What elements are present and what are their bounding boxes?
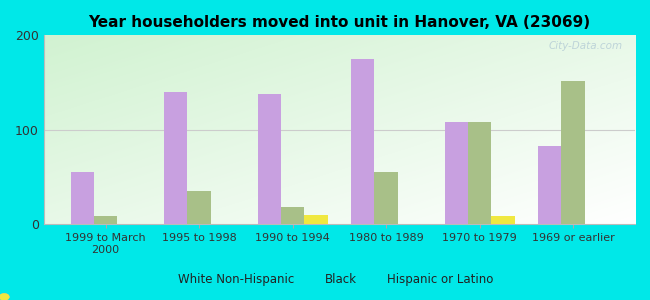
Legend: White Non-Hispanic, Black, Hispanic or Latino: White Non-Hispanic, Black, Hispanic or L… <box>151 269 499 291</box>
Bar <box>468 122 491 224</box>
Bar <box>187 191 211 224</box>
Bar <box>94 216 118 224</box>
Text: City-Data.com: City-Data.com <box>549 41 623 51</box>
Bar <box>491 216 515 224</box>
Bar <box>281 207 304 224</box>
Title: Year householders moved into unit in Hanover, VA (23069): Year householders moved into unit in Han… <box>88 15 590 30</box>
Bar <box>538 146 562 224</box>
Bar <box>351 59 374 224</box>
Bar <box>374 172 398 224</box>
Bar <box>304 215 328 224</box>
Bar <box>562 80 585 224</box>
Bar <box>71 172 94 224</box>
Bar <box>257 94 281 224</box>
Bar <box>445 122 468 224</box>
Bar <box>164 92 187 224</box>
